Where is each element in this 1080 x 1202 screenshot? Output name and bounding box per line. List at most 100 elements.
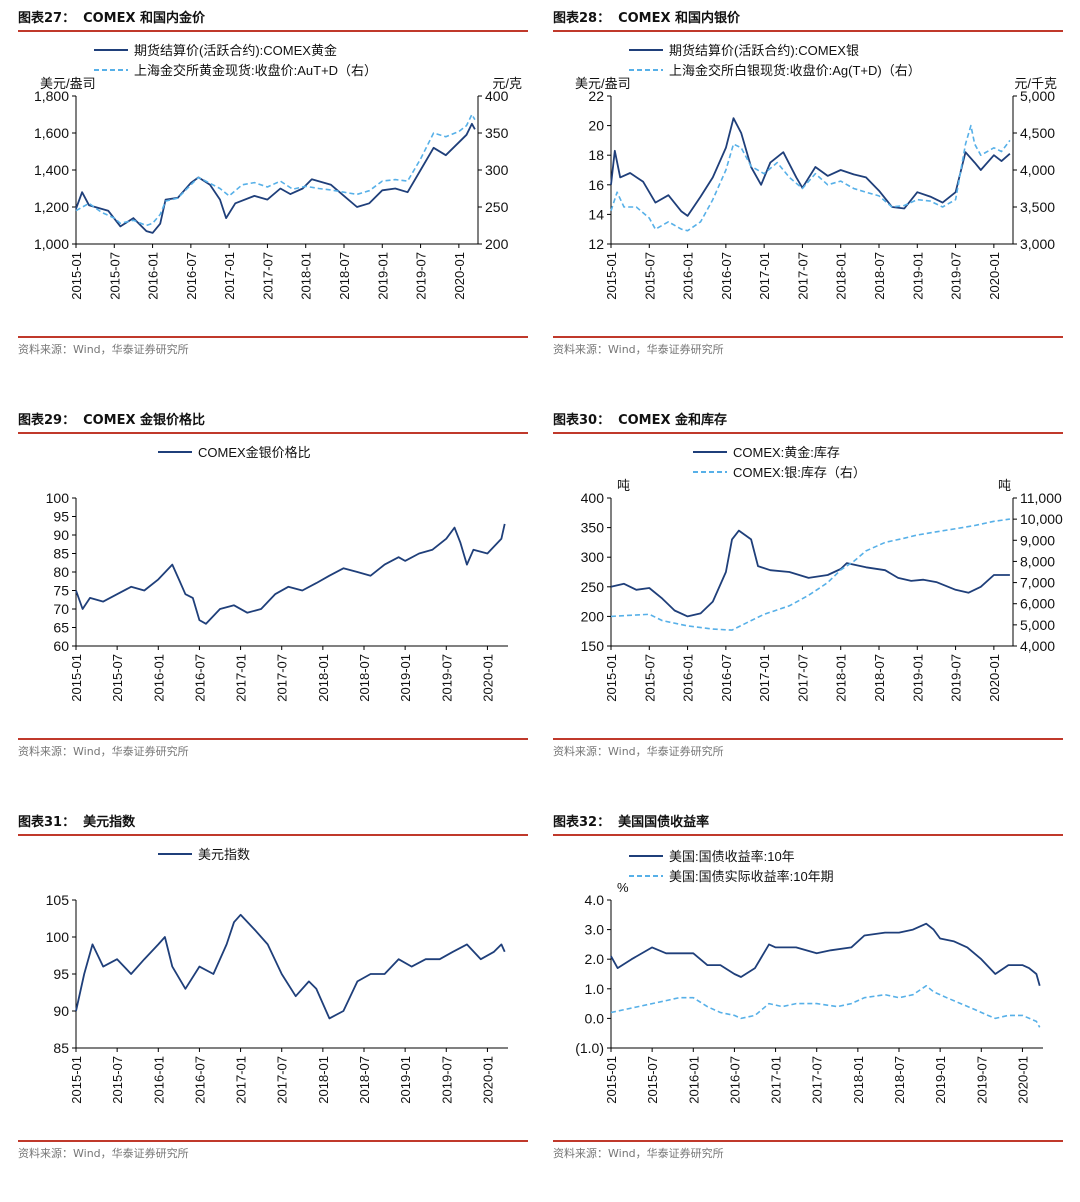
x-tick-label: 2017-01 [234,654,249,702]
y-tick-label-left: 80 [53,564,69,580]
chart-number: 图表27： [18,11,76,26]
chart-title: 美元指数 [83,815,136,830]
y-tick-label-left: 350 [581,520,605,536]
y-tick-label-right: 5,000 [1020,617,1055,633]
x-tick-label: 2019-07 [414,252,429,300]
x-tick-label: 2016-01 [151,1056,166,1104]
legend-label: 美国:国债收益率:10年 [669,849,795,864]
x-tick-label: 2017-07 [275,654,290,702]
y-tick-label-left: 2.0 [585,951,605,967]
chart-title: 美国国债收益率 [618,815,710,830]
y-tick-label-left: 1,400 [34,162,69,178]
x-tick-label: 2015-01 [69,654,84,702]
y-axis-label-left: 美元/盎司 [40,76,96,91]
panel-c27: 图表27： COMEX 和国内金价 1,000 1,200 1,400 1,600 1,8… [18,8,528,398]
y-axis-label-right: 吨 [998,478,1011,493]
chart-source: 资料来源：Wind，华泰证券研究所 [553,336,1063,360]
y-tick-label-right: 350 [485,125,509,141]
x-tick-label: 2015-07 [107,252,122,300]
y-tick-label-left: 75 [53,583,69,599]
series-line-2 [610,124,1011,232]
y-tick-label-right: 9,000 [1020,532,1055,548]
legend-label: 美国:国债实际收益率:10年期 [669,869,834,884]
y-tick-label-right: 4,000 [1020,162,1055,178]
x-tick-label: 2020-01 [480,1056,495,1104]
chart-title-bar: 图表28： COMEX 和国内银价 [553,8,1063,32]
x-tick-label: 2016-07 [192,654,207,702]
chart-number: 图表29： [18,413,76,428]
y-tick-label-left: 12 [588,236,604,252]
x-tick-label: 2019-07 [974,1056,989,1104]
y-axis-label-left: % [617,880,629,895]
y-axis-label-left: 吨 [617,478,630,493]
x-tick-label: 2017-01 [234,1056,249,1104]
y-tick-label-left: 1.0 [585,981,605,997]
x-tick-label: 2016-01 [686,1056,701,1104]
y-tick-label-right: 8,000 [1020,553,1055,569]
chart-number: 图表32： [553,815,611,830]
y-tick-label-left: 100 [46,490,70,506]
panel-c28: 图表28： COMEX 和国内银价 12 14 16 18 20 22 3,000 3,500 4… [553,8,1063,398]
y-tick-label-left: 95 [53,966,69,982]
series-line-2 [610,518,1011,631]
x-tick-label: 2016-07 [727,1056,742,1104]
y-tick-label-left: 1,600 [34,125,69,141]
y-tick-label-right: 300 [485,162,509,178]
y-tick-label-left: 65 [53,620,69,636]
y-tick-label-left: 20 [588,118,604,134]
panel-c32: 图表32： 美国国债收益率 (1.0) 0.0 1.0 2.0 3.0 4.0 2015-01… [553,812,1063,1202]
x-tick-label: 2019-07 [949,654,964,702]
y-tick-label-left: 14 [588,206,604,222]
series-line-2 [75,113,476,227]
y-tick-label-right: 3,000 [1020,236,1055,252]
y-tick-label-left: 4.0 [585,892,605,908]
y-tick-label-left: 16 [588,177,604,193]
chart-c28: 12 14 16 18 20 22 3,000 3,500 4,000 4,500 5,000 201… [575,43,1057,300]
chart-title-bar: 图表31： 美元指数 [18,812,528,836]
y-tick-label-left: 18 [588,147,604,163]
x-tick-label: 2017-01 [222,252,237,300]
x-tick-label: 2019-01 [398,654,413,702]
chart-source: 资料来源：Wind，华泰证券研究所 [553,1140,1063,1164]
x-tick-label: 2020-01 [452,252,467,300]
x-tick-label: 2020-01 [1015,1056,1030,1104]
chart-title: COMEX 金和库存 [618,413,728,428]
chart-title-bar: 图表30： COMEX 金和库存 [553,410,1063,434]
legend-label: COMEX:银:库存（右） [733,465,866,480]
x-tick-label: 2015-01 [69,1056,84,1104]
chart-number: 图表28： [553,11,611,26]
y-tick-label-left: 0.0 [585,1010,605,1026]
y-tick-label-left: 100 [46,929,70,945]
y-tick-label-left: 1,200 [34,199,69,215]
x-tick-label: 2017-07 [260,252,275,300]
x-tick-label: 2016-07 [184,252,199,300]
y-tick-label-left: 250 [581,579,605,595]
chart-number: 图表30： [553,413,611,428]
x-tick-label: 2015-01 [604,252,619,300]
legend-label: COMEX金银价格比 [198,445,311,460]
chart-title: COMEX 和国内金价 [83,11,206,26]
x-tick-label: 2019-01 [933,1056,948,1104]
x-tick-label: 2020-01 [480,654,495,702]
y-tick-label-right: 250 [485,199,509,215]
x-tick-label: 2018-01 [316,654,331,702]
chart-title-bar: 图表32： 美国国债收益率 [553,812,1063,836]
x-tick-label: 2019-01 [375,252,390,300]
x-tick-label: 2018-07 [357,1056,372,1104]
chart-number: 图表31： [18,815,76,830]
y-tick-label-right: 6,000 [1020,596,1055,612]
y-axis-label-left: 美元/盎司 [575,76,631,91]
x-tick-label: 2016-01 [681,252,696,300]
x-tick-label: 2019-07 [949,252,964,300]
y-tick-label-right: 3,500 [1020,199,1055,215]
series-line-2 [610,985,1041,1028]
y-tick-label-right: 4,500 [1020,125,1055,141]
x-tick-label: 2019-07 [439,1056,454,1104]
series-line-1 [75,523,506,625]
y-tick-label-left: 95 [53,509,69,525]
x-tick-label: 2019-01 [910,654,925,702]
x-tick-label: 2017-07 [275,1056,290,1104]
x-tick-label: 2018-07 [892,1056,907,1104]
y-tick-label-left: 90 [53,1003,69,1019]
x-tick-label: 2015-07 [110,1056,125,1104]
